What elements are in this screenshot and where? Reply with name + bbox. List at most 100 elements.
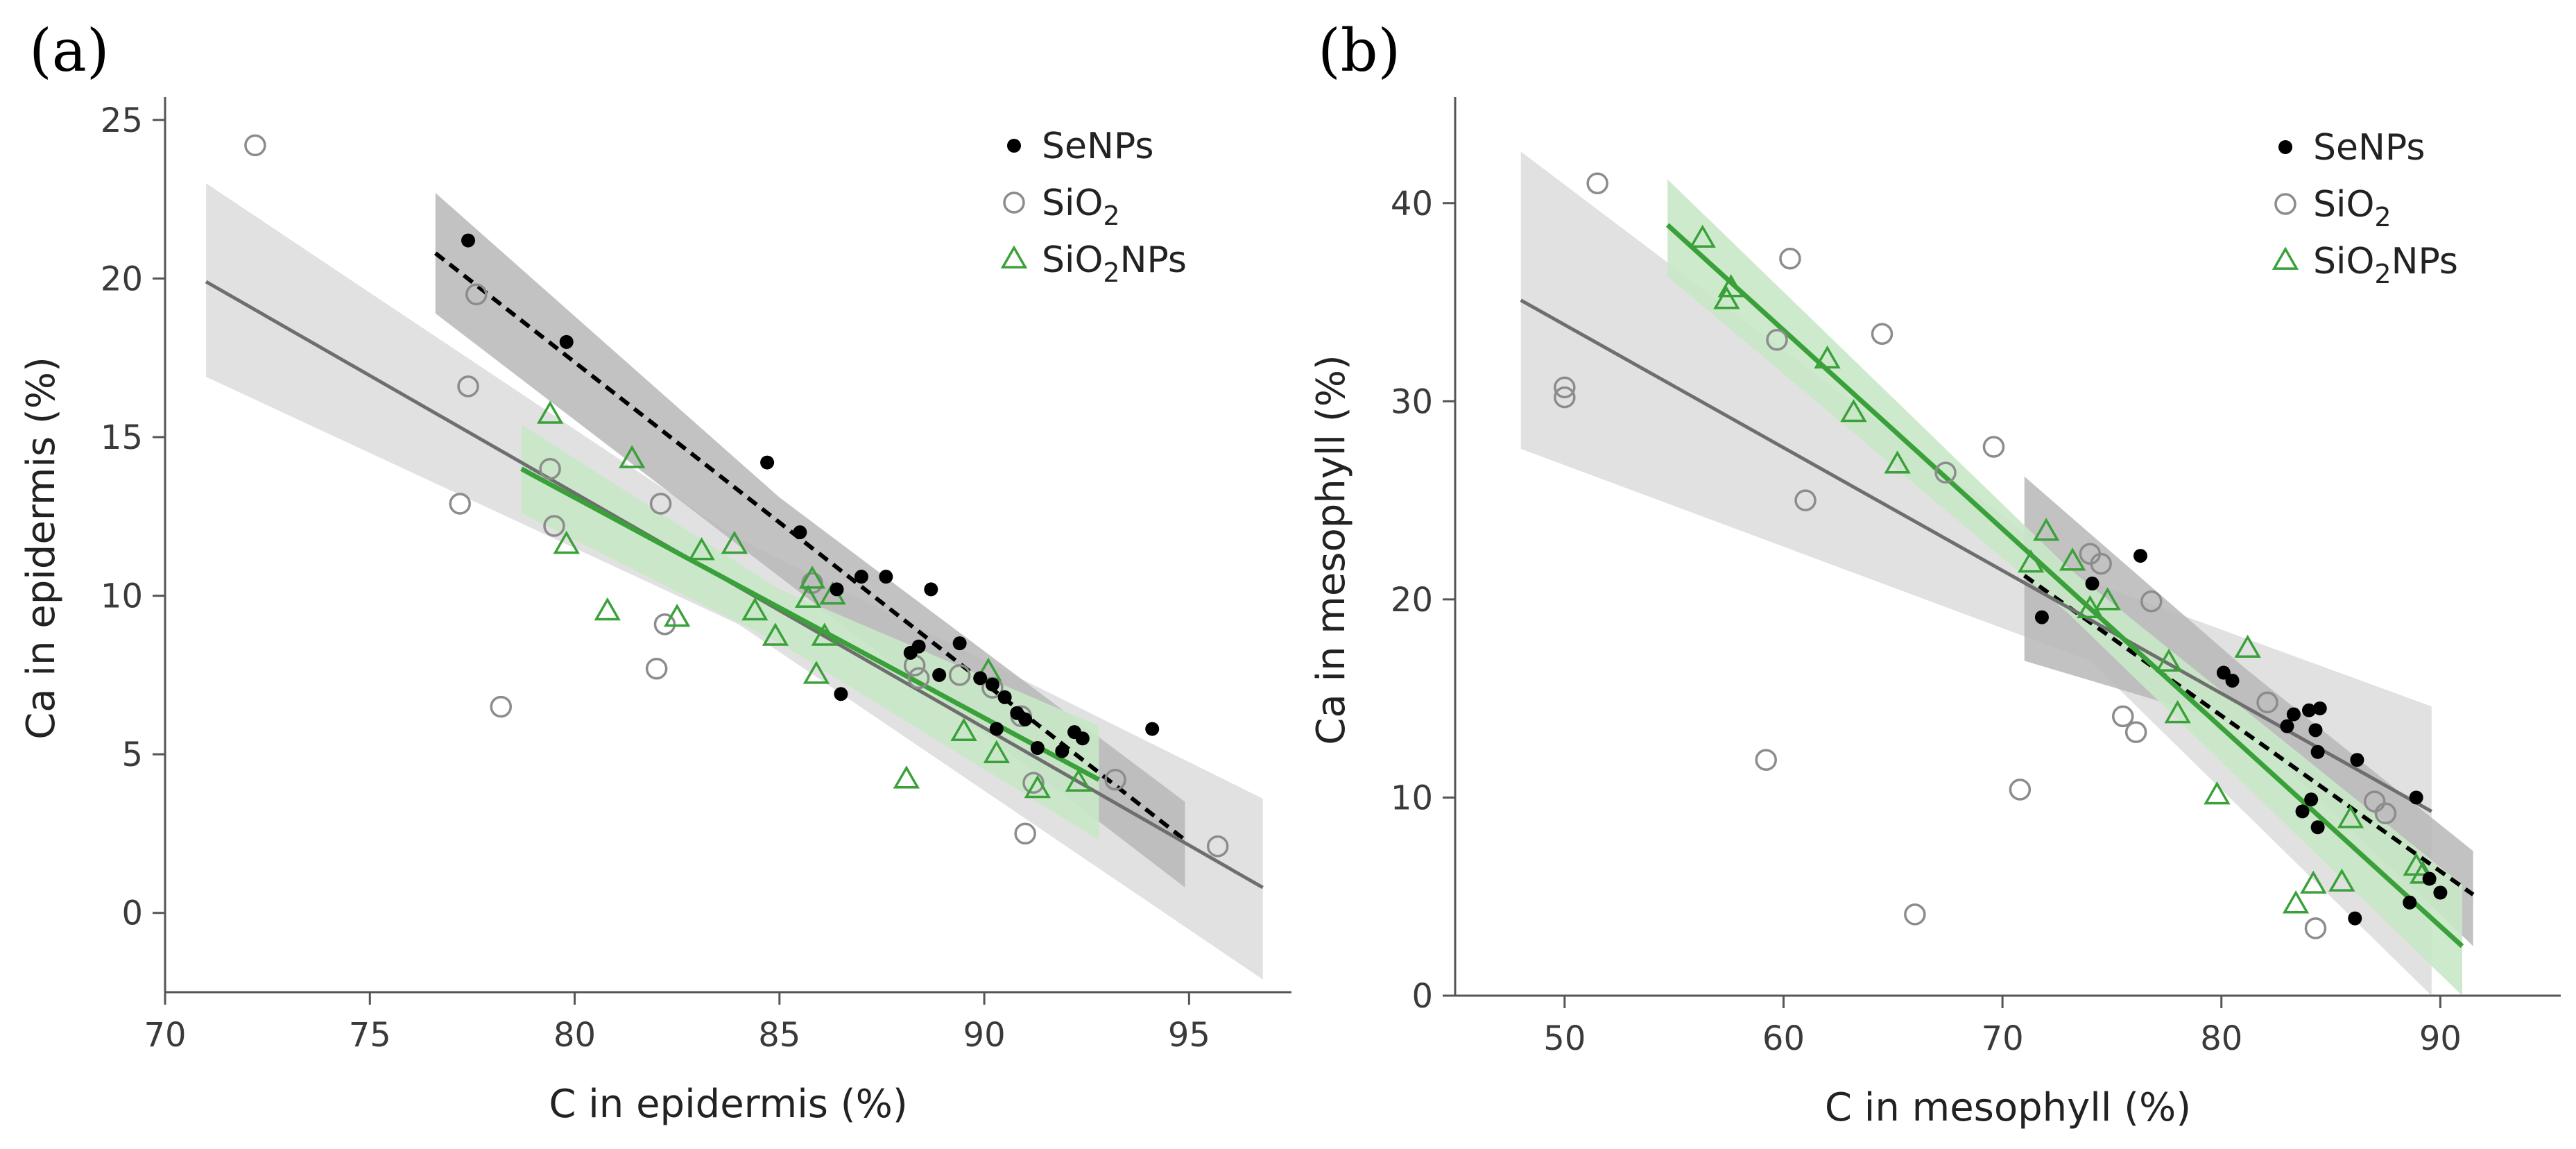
panel-a-sio2-point-1	[449, 493, 471, 515]
panel-a-sio2-point-16	[1014, 822, 1036, 845]
panel-b-sio2nps-point-0	[1689, 224, 1716, 248]
panel-b-legend-marker-sio2	[2274, 193, 2296, 215]
panel-a-sio2-point-4	[490, 695, 512, 718]
panel-b-xtick-label-50: 50	[1543, 1019, 1586, 1058]
panel-b-legend-text-sio2: SiO	[2313, 184, 2374, 225]
panel-b-sio2-point-2	[1586, 172, 1608, 194]
panel-b-sio2-point-13	[2090, 552, 2112, 575]
panel-a-sio2nps-point-12	[811, 622, 838, 646]
panel-a-sio2-point-19	[1206, 835, 1229, 858]
panel-b-fit-senps	[2023, 574, 2475, 896]
panel-b-fit-sio2	[1520, 298, 2432, 813]
panel-b-senps-point-2	[2133, 549, 2147, 563]
panel-b-label: (b)	[1318, 17, 1400, 85]
panel-a-senps-point-6	[854, 570, 868, 584]
panel-b-legend-label-sio2nps: SiO2NPs	[2313, 241, 2458, 289]
panel-b-sio2-point-0	[1554, 376, 1576, 399]
panel-b-sio2nps-point-11	[2155, 648, 2183, 672]
panel-b-y-axis-title: Ca in mesophyll (%)	[1309, 355, 1354, 745]
panel-a-sio2nps-point-9	[794, 584, 822, 608]
panel-a-legend-marker-senps	[1007, 139, 1021, 153]
panel-a-sio2nps-point-7	[741, 597, 768, 621]
panel-a-x-axis-title: C in epidermis (%)	[549, 1082, 907, 1127]
panel-a-ytick-label-5: 5	[121, 735, 143, 774]
panel-a-xtick-label-95: 95	[1168, 1016, 1210, 1055]
panel-b-senps-point-16	[2403, 895, 2417, 910]
panel-a-xtick-label-75: 75	[349, 1016, 391, 1055]
panel-b-xtick-label-60: 60	[1762, 1019, 1805, 1058]
panel-a-sio2-point-2	[457, 375, 479, 398]
panel-b-x-axis-title: C in mesophyll (%)	[1825, 1085, 2191, 1130]
panel-b-sio2-point-9	[1934, 461, 1957, 484]
panel-a-senps-point-15	[989, 722, 1004, 736]
panel-b-senps-point-9	[2304, 792, 2319, 807]
panel-a-senps-point-9	[911, 639, 926, 654]
panel-a-y-axis-title: Ca in epidermis (%)	[19, 357, 64, 740]
panel-a-legend-suffix-sio2nps: NPs	[1120, 239, 1187, 281]
panel-a-series-senps	[461, 233, 1160, 758]
panel-b-series-senps	[2034, 549, 2448, 926]
panel-a-sio2-point-18	[1104, 768, 1126, 791]
panel-a-xtick-label-85: 85	[758, 1016, 800, 1055]
panel-b-sio2-point-10	[1982, 436, 2005, 458]
panel-b-senps-point-17	[2409, 790, 2423, 805]
panel-a-sio2nps-point-2	[594, 597, 621, 621]
panel-b-band-sio2	[1520, 151, 2432, 996]
panel-b-legend-sub-sio2: 2	[2374, 202, 2391, 232]
panel-a-senps-point-23	[1145, 722, 1160, 736]
panel-b-sio2nps-point-17	[2328, 868, 2355, 892]
panel-a-legend-marker-sio2	[1003, 192, 1025, 214]
panel-b-senps-point-7	[2295, 804, 2310, 819]
panel-a-ytick-label-25: 25	[101, 101, 143, 140]
panel-a-sio2-point-5	[539, 457, 561, 480]
panel-a-sio2nps-point-11	[802, 661, 830, 684]
panel-b-senps-point-4	[2225, 673, 2240, 688]
panel-b-sio2nps-point-13	[2204, 781, 2231, 805]
panel-b-sio2nps-point-3	[1814, 345, 1841, 369]
panel-b-sio2-point-16	[2140, 590, 2163, 613]
panel-b-sio2nps-point-10	[2094, 587, 2121, 611]
panel-a-xtick-label-80: 80	[553, 1016, 596, 1055]
panel-a-xtick-label-90: 90	[963, 1016, 1006, 1055]
panel-a-ytick-label-0: 0	[121, 894, 143, 933]
panel-a-senps-point-7	[879, 570, 893, 584]
panel-a-sio2nps-point-0	[536, 400, 564, 424]
panel-b-senps-point-12	[2310, 820, 2325, 835]
panel-b-ytick-label-10: 10	[1391, 778, 1433, 817]
panel-a-band-sio2nps	[521, 424, 1099, 840]
panel-a-sio2nps-point-19	[1065, 768, 1092, 792]
panel-a-senps-point-22	[1075, 731, 1090, 746]
panel-b-senps-point-5	[2280, 719, 2294, 733]
panel-a-sio2-point-12	[907, 667, 930, 690]
panel-b-legend-sub-sio2nps: 2	[2374, 259, 2391, 289]
panel-b-senps-point-15	[2348, 911, 2362, 926]
panel-b-sio2-point-11	[2009, 778, 2032, 801]
panel-a-legend-marker-sio2nps	[1000, 245, 1028, 269]
panel-a-senps-point-3	[793, 525, 807, 540]
panel-a-sio2-point-6	[543, 515, 565, 537]
panel-a-senps-point-10	[924, 582, 938, 597]
panel-b-sio2nps-point-6	[2017, 549, 2045, 573]
panel-b-sio2nps-point-9	[2077, 595, 2104, 618]
panel-b-sio2-point-6	[1794, 489, 1817, 511]
panel-a-legend-text-sio2nps: SiO	[1042, 239, 1103, 281]
panel-b-xtick-label-80: 80	[2200, 1019, 2242, 1058]
panel-a-senps-point-18	[1018, 712, 1033, 726]
panel-b-senps-point-1	[2085, 577, 2100, 591]
panel-b-series-sio2nps	[1689, 224, 2437, 914]
panel-b-xtick-label-70: 70	[1982, 1019, 2024, 1058]
panel-b-series-sio2	[1554, 172, 2397, 939]
panel-b-senps-point-10	[2308, 723, 2323, 738]
panel-a-sio2nps-point-15	[950, 717, 977, 741]
panel-a-senps-point-5	[834, 687, 848, 701]
panel-b-sio2nps-point-18	[2337, 805, 2364, 828]
panel-b-ytick-label-0: 0	[1411, 977, 1433, 1016]
panel-b-sio2-point-17	[2256, 691, 2278, 714]
panel-b-sio2nps-point-8	[2059, 547, 2086, 571]
panel-a-sio2-point-0	[244, 134, 266, 157]
panel-b-fit-sio2nps	[1665, 223, 2464, 948]
panel-b-sio2-point-18	[2304, 917, 2327, 939]
